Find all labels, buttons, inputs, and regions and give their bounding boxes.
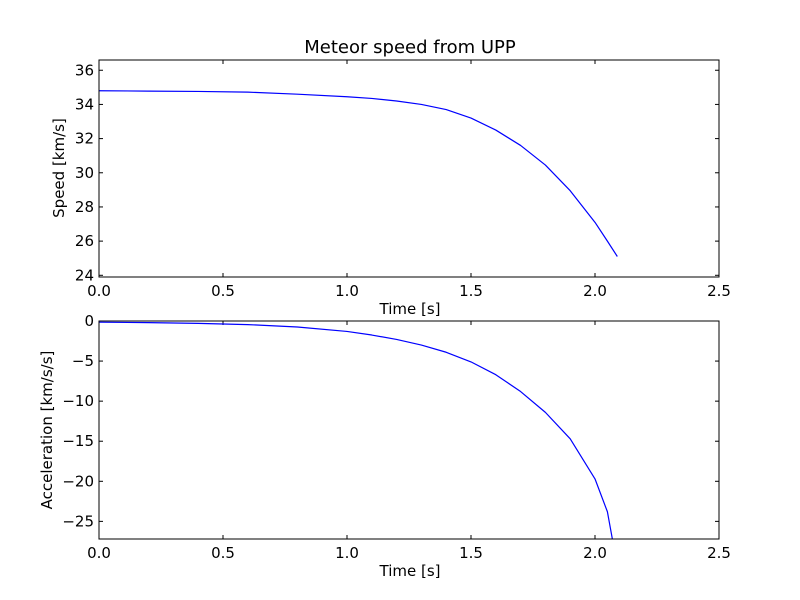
speed-chart-ytick-label: 30 (75, 164, 94, 182)
speed-chart-series (98, 90, 618, 257)
speed-chart-xtick-label: 0.0 (87, 282, 111, 300)
acceleration-chart: Time [s] Acceleration [km/s/s] 0.0 0.5 1.0… (38, 312, 731, 580)
acceleration-chart-ytick-label: −20 (62, 472, 94, 490)
acceleration-chart-xtick-label: 0.5 (211, 544, 235, 562)
speed-chart-ytick-label: 26 (75, 232, 94, 250)
acceleration-chart-xtick-label: 1.5 (459, 544, 483, 562)
acceleration-chart-ytick-label: −25 (62, 512, 94, 530)
speed-chart-ytick-label: 36 (75, 61, 94, 79)
speed-chart-xtick-label: 1.0 (335, 282, 359, 300)
acceleration-chart-ylabel: Acceleration [km/s/s] (38, 351, 56, 510)
acceleration-chart-ytick-label: −10 (62, 392, 94, 410)
acceleration-chart-frame (98, 320, 720, 540)
speed-chart-ylabel: Speed [km/s] (50, 118, 68, 218)
acceleration-chart-xtick-label: 2.0 (583, 544, 607, 562)
speed-chart: Meteor speed from UPP Time [s] Speed [km… (50, 37, 731, 318)
speed-chart-ytick-label: 32 (75, 130, 94, 148)
acceleration-chart-ytick-label: 0 (84, 312, 94, 330)
speed-chart-ticks: 0.0 0.5 1.0 1.5 2.0 2.5 24 26 28 30 32 34 36 (75, 60, 731, 300)
acceleration-chart-series-line (98, 321, 613, 540)
acceleration-chart-xtick-label: 0.0 (87, 544, 111, 562)
acceleration-chart-xtick-label: 2.5 (707, 544, 731, 562)
speed-chart-ytick-label: 34 (75, 95, 94, 113)
acceleration-chart-xtick-label: 1.0 (335, 544, 359, 562)
speed-chart-xtick-label: 2.5 (707, 282, 731, 300)
speed-chart-xtick-label: 1.5 (459, 282, 483, 300)
speed-chart-xlabel: Time [s] (379, 300, 441, 318)
speed-chart-series-line (98, 90, 618, 257)
acceleration-chart-ytick-label: −15 (62, 432, 94, 450)
speed-chart-xtick-label: 2.0 (583, 282, 607, 300)
speed-chart-title: Meteor speed from UPP (304, 37, 516, 58)
speed-chart-ytick-label: 28 (75, 198, 94, 216)
acceleration-chart-ticks: 0.0 0.5 1.0 1.5 2.0 2.5 0 −5 −10 −15 −20 −25 (62, 312, 731, 562)
acceleration-chart-xlabel: Time [s] (379, 562, 441, 580)
acceleration-chart-ytick-label: −5 (72, 352, 94, 370)
speed-chart-ytick-label: 24 (75, 266, 94, 284)
acceleration-chart-series (98, 321, 613, 540)
speed-chart-frame (98, 59, 720, 278)
speed-chart-xtick-label: 0.5 (211, 282, 235, 300)
